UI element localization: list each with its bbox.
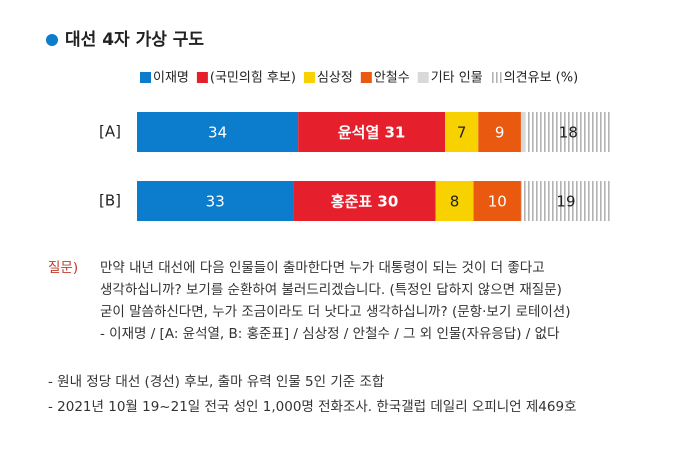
bar-segment <box>298 112 446 152</box>
bar-segment <box>293 181 436 221</box>
legend-swatch <box>360 72 372 83</box>
legend-swatch <box>490 72 502 83</box>
data-label: 34 <box>208 124 227 142</box>
legend-label: 심상정 <box>317 71 353 86</box>
category-label: [B] <box>99 192 121 210</box>
legend-label: 기타 인물 <box>431 71 483 86</box>
legend-swatch <box>303 72 315 83</box>
question-line: 굳이 말씀하신다면, 누가 조금이라도 더 낫다고 생각하십니까? (문항·보기… <box>100 304 570 320</box>
title-bullet <box>46 34 58 46</box>
legend-swatch <box>140 72 151 83</box>
data-label: 7 <box>457 124 467 142</box>
legend-swatch <box>196 72 208 83</box>
data-label: 홍준표 30 <box>331 193 399 211</box>
bar-segment <box>137 181 294 221</box>
data-label: 18 <box>559 124 578 142</box>
data-label: 9 <box>495 124 505 142</box>
question-label: 질문) <box>48 260 78 276</box>
bar-segment <box>435 181 474 221</box>
chart-title: 대선 4자 가상 구도 <box>65 30 204 50</box>
note: - 원내 정당 대선 (경선) 후보, 출마 유력 인물 5인 기준 조합 <box>48 374 384 390</box>
data-label: 10 <box>488 193 507 211</box>
bar-segment <box>525 112 611 152</box>
legend-label: (국민의힘 후보) <box>210 71 296 86</box>
data-label: 33 <box>206 193 225 211</box>
bar-segment <box>520 112 526 152</box>
bar-segment <box>137 112 299 152</box>
data-label: 19 <box>556 193 575 211</box>
question-line: - 이재명 / [A: 윤석열, B: 홍준표] / 심상정 / 안철수 / 그… <box>100 326 560 342</box>
legend-label: 안철수 <box>374 71 410 86</box>
bar-segment <box>520 181 611 221</box>
category-label: [A] <box>99 123 121 141</box>
legend-swatch <box>417 72 429 83</box>
bar-segment <box>478 112 521 152</box>
legend-label: 의견유보 (%) <box>504 71 578 86</box>
bar-segment <box>473 181 521 221</box>
note: - 2021년 10월 19~21일 전국 성인 1,000명 전화조사. 한국… <box>48 399 576 415</box>
legend-label: 이재명 <box>153 71 189 86</box>
bar-segment <box>445 112 479 152</box>
question-line: 만약 내년 대선에 다음 인물들이 출마한다면 누가 대통령이 되는 것이 더 … <box>100 260 545 276</box>
question-line: 생각하십니까? 보기를 순환하여 불러드리겠습니다. (특정인 답하지 않으면 … <box>100 282 562 298</box>
data-label: 윤석열 31 <box>338 124 406 142</box>
data-label: 8 <box>450 193 460 211</box>
